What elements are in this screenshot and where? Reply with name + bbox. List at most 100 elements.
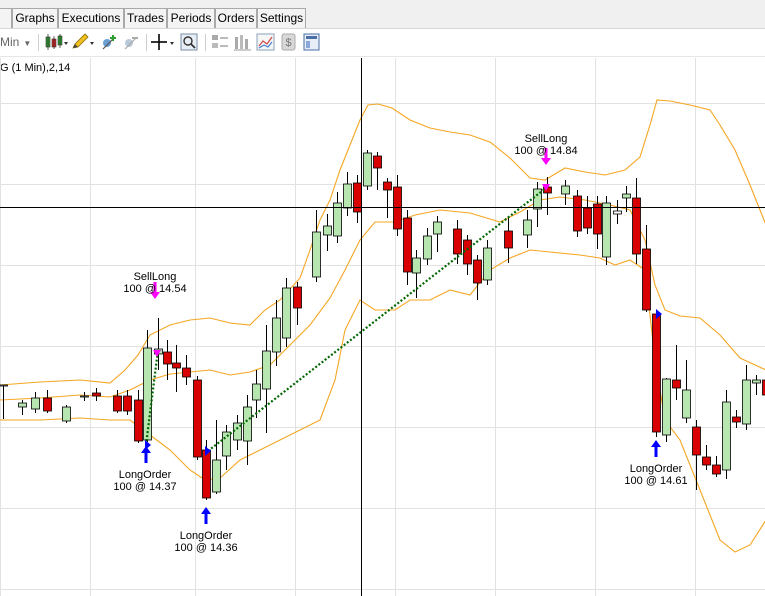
candle [243, 395, 252, 465]
candle-body [193, 379, 202, 458]
candle [143, 330, 152, 442]
remove-indicator-icon[interactable] [121, 33, 141, 51]
trade-connector [207, 187, 547, 452]
add-indicator-icon[interactable] [99, 33, 119, 51]
candle [62, 405, 71, 423]
candle-body [593, 203, 602, 235]
chart-data-icon[interactable] [233, 33, 253, 51]
candle [333, 192, 342, 243]
toolbar-separator [205, 34, 206, 51]
interval-select[interactable]: Min ▼ [0, 35, 31, 49]
annotation-label: SellLong [134, 271, 177, 283]
candle-body [583, 207, 592, 229]
band-lower [0, 249, 765, 553]
candle-body [312, 231, 321, 278]
properties-icon[interactable] [210, 33, 230, 51]
candle-body [43, 397, 52, 412]
candle-body [672, 379, 681, 389]
tab-executions[interactable]: Executions [58, 8, 124, 28]
candle-body [712, 464, 721, 475]
candle-body [463, 239, 472, 265]
candle [652, 312, 661, 437]
trade-lines [144, 184, 662, 456]
candle-body [212, 459, 221, 493]
candle [282, 278, 291, 347]
candle [712, 456, 721, 477]
entry-marker [656, 309, 662, 319]
candle-body [393, 186, 402, 230]
candle-body [383, 181, 392, 191]
candle-body [243, 406, 252, 442]
candle [523, 210, 532, 248]
candle [533, 182, 542, 227]
candle-body [113, 395, 122, 412]
candle-body [143, 347, 152, 441]
candle-body [543, 186, 552, 194]
candle [262, 325, 271, 433]
chart-type-icon[interactable] [256, 33, 276, 51]
pencil-icon[interactable] [70, 33, 94, 51]
candle-body [732, 416, 741, 423]
tab-trades[interactable]: Trades [124, 8, 167, 28]
candle-body [682, 389, 691, 419]
dollar-icon[interactable]: $ [279, 33, 299, 51]
candle-body [343, 183, 352, 209]
band-upper [0, 99, 765, 386]
candle [18, 400, 27, 415]
candle [483, 240, 492, 285]
candle-body [642, 248, 651, 311]
candle [403, 210, 412, 285]
candle [393, 175, 402, 236]
candle-body [632, 197, 641, 255]
candle-body [453, 228, 462, 255]
candle-body [353, 182, 362, 213]
crosshair [0, 58, 765, 596]
chart-toolbar: Min ▼ [0, 29, 765, 57]
candle [123, 390, 132, 415]
candle [722, 390, 731, 479]
candle [363, 150, 372, 190]
band-middle [0, 196, 765, 401]
candle-body [692, 426, 701, 456]
candle-body [662, 378, 671, 436]
candle-body [222, 431, 231, 457]
tab-overview[interactable] [0, 8, 12, 28]
candle-body [702, 456, 711, 466]
candle-body [573, 195, 582, 232]
trade-connector [144, 349, 160, 446]
candle [233, 415, 242, 450]
candle [412, 250, 421, 298]
candle [702, 445, 711, 470]
tab-periods[interactable]: Periods [167, 8, 215, 28]
candle-body [483, 247, 492, 281]
candle [293, 282, 302, 325]
candle-body [622, 193, 631, 199]
candle [0, 384, 8, 419]
tab-graphs[interactable]: Graphs [12, 8, 58, 28]
annotation-value: 100 @ 14.37 [113, 481, 176, 493]
zoom-icon[interactable] [180, 33, 200, 51]
template-icon[interactable] [302, 33, 322, 51]
grid-lines [0, 58, 765, 596]
candle-body [613, 210, 622, 215]
candle-body [752, 379, 761, 384]
candle-body [154, 348, 163, 355]
candle-body [182, 367, 191, 378]
candle [134, 390, 143, 443]
candle [561, 180, 570, 205]
tab-orders[interactable]: Orders [215, 8, 257, 28]
annotation-value: 100 @ 14.61 [624, 475, 687, 487]
crosshair-icon[interactable] [150, 33, 176, 51]
candle [742, 365, 751, 430]
candle [43, 390, 52, 413]
candle [602, 196, 611, 265]
buy-arrow-head-icon [651, 440, 661, 447]
candlestick-icon[interactable] [44, 33, 68, 51]
tab-settings[interactable]: Settings [257, 8, 306, 28]
candle [193, 376, 202, 460]
